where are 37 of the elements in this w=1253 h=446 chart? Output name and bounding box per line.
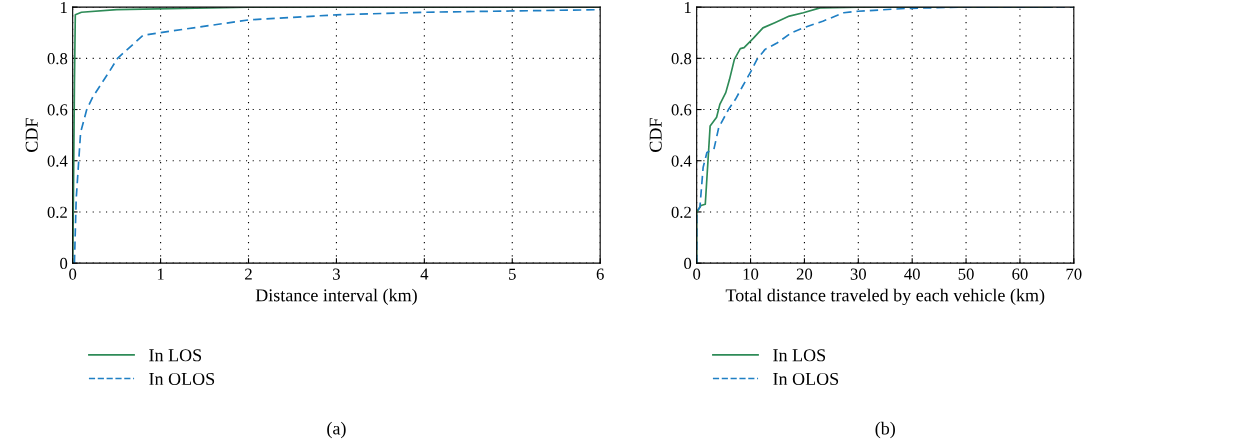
x-axis-title: Distance interval (km) <box>255 288 417 306</box>
y-tick-label: 0.8 <box>671 53 692 65</box>
y-tick-label: 0.6 <box>47 104 68 116</box>
y-axis-title: CDF <box>649 118 662 152</box>
y-tick-label: 1 <box>60 1 67 13</box>
x-tick-label: 60 <box>1012 268 1028 280</box>
x-tick-label: 30 <box>850 268 866 280</box>
x-tick-label: 20 <box>796 268 813 280</box>
text: (b) <box>875 421 895 439</box>
x-tick-label: 0 <box>69 268 77 280</box>
x-tick-label: 10 <box>743 268 759 280</box>
text: (a) <box>327 421 346 439</box>
legend-label: In OLOS <box>773 372 839 386</box>
x-tick-label: 1 <box>157 268 164 280</box>
x-tick-label: 70 <box>1066 268 1082 280</box>
y-tick-label: 0.2 <box>47 206 67 218</box>
x-tick-label: 2 <box>245 268 252 280</box>
x-tick-label: 6 <box>596 268 604 280</box>
legend-label: In OLOS <box>149 372 215 386</box>
y-tick-label: 0.6 <box>671 104 692 116</box>
y-tick-label: 0.4 <box>671 155 692 167</box>
legend-label: In LOS <box>773 349 826 362</box>
x-tick-label: 5 <box>509 268 516 280</box>
y-tick-label: 0 <box>60 257 68 270</box>
y-tick-label: 1 <box>684 1 691 13</box>
legend-label: In LOS <box>149 349 202 362</box>
x-tick-label: 40 <box>904 268 920 280</box>
y-tick-label: 0 <box>684 257 692 270</box>
x-tick-label: 3 <box>333 268 340 280</box>
y-axis-title: CDF <box>25 118 38 152</box>
x-tick-label: 0 <box>693 268 701 280</box>
y-tick-label: 0.4 <box>47 155 68 167</box>
x-tick-label: 50 <box>958 268 974 280</box>
y-tick-label: 0.2 <box>671 206 691 218</box>
x-axis-title: Total distance traveled by each vehicle (km) <box>725 288 1045 306</box>
x-tick-label: 4 <box>420 268 429 280</box>
y-tick-label: 0.8 <box>47 53 68 65</box>
